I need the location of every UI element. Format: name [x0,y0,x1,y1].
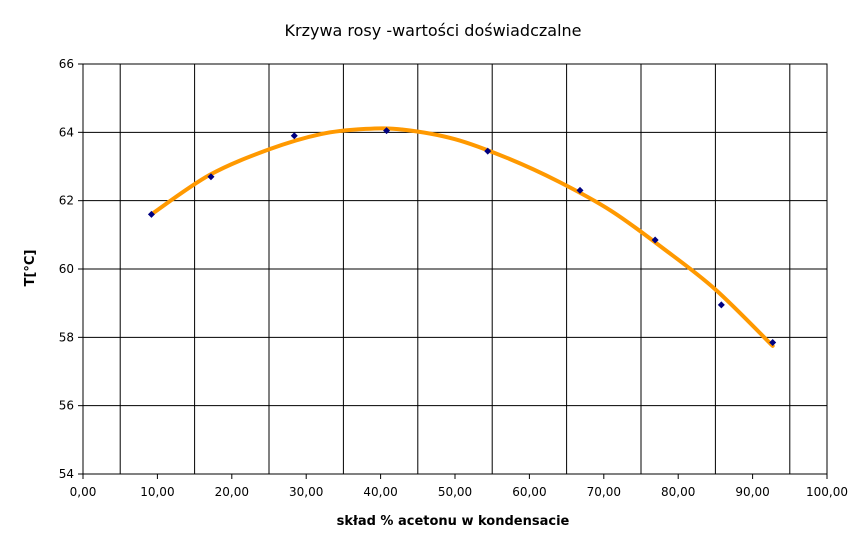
data-point [717,301,725,309]
trendline [149,126,775,348]
x-tick-label: 40,00 [363,485,397,499]
chart-title: Krzywa rosy -wartości doświadczalne [285,21,582,40]
x-tick-label: 90,00 [735,485,769,499]
y-axis-ticks: 54 56 58 60 62 64 66 [59,57,83,481]
y-tick-label: 60 [59,262,74,276]
data-point [576,186,584,194]
y-tick-label: 64 [59,125,74,139]
x-tick-label: 20,00 [215,485,249,499]
x-tick-label: 10,00 [140,485,174,499]
y-tick-label: 56 [59,399,74,413]
data-point [290,132,298,140]
data-points [147,127,777,346]
x-tick-label: 70,00 [587,485,621,499]
grid [83,64,827,474]
x-tick-label: 30,00 [289,485,323,499]
data-point [383,127,391,135]
y-tick-label: 66 [59,57,74,71]
x-tick-label: 60,00 [512,485,546,499]
x-axis-ticks: 0,00 10,00 20,00 30,00 40,00 50,00 60,00 70,00 8… [70,474,848,499]
x-tick-label: 80,00 [661,485,695,499]
data-point [207,173,215,181]
x-tick-label: 0,00 [70,485,97,499]
y-tick-label: 54 [59,467,74,481]
x-axis-label: skład % acetonu w kondensacie [337,514,570,529]
y-tick-label: 58 [59,330,74,344]
x-tick-label: 100,00 [806,485,848,499]
y-axis-label: T[°C] [23,250,38,287]
data-point [651,236,659,244]
data-point [769,338,777,346]
data-point [147,210,155,218]
x-tick-label: 50,00 [438,485,472,499]
data-point [484,147,492,155]
y-tick-label: 62 [59,194,74,208]
